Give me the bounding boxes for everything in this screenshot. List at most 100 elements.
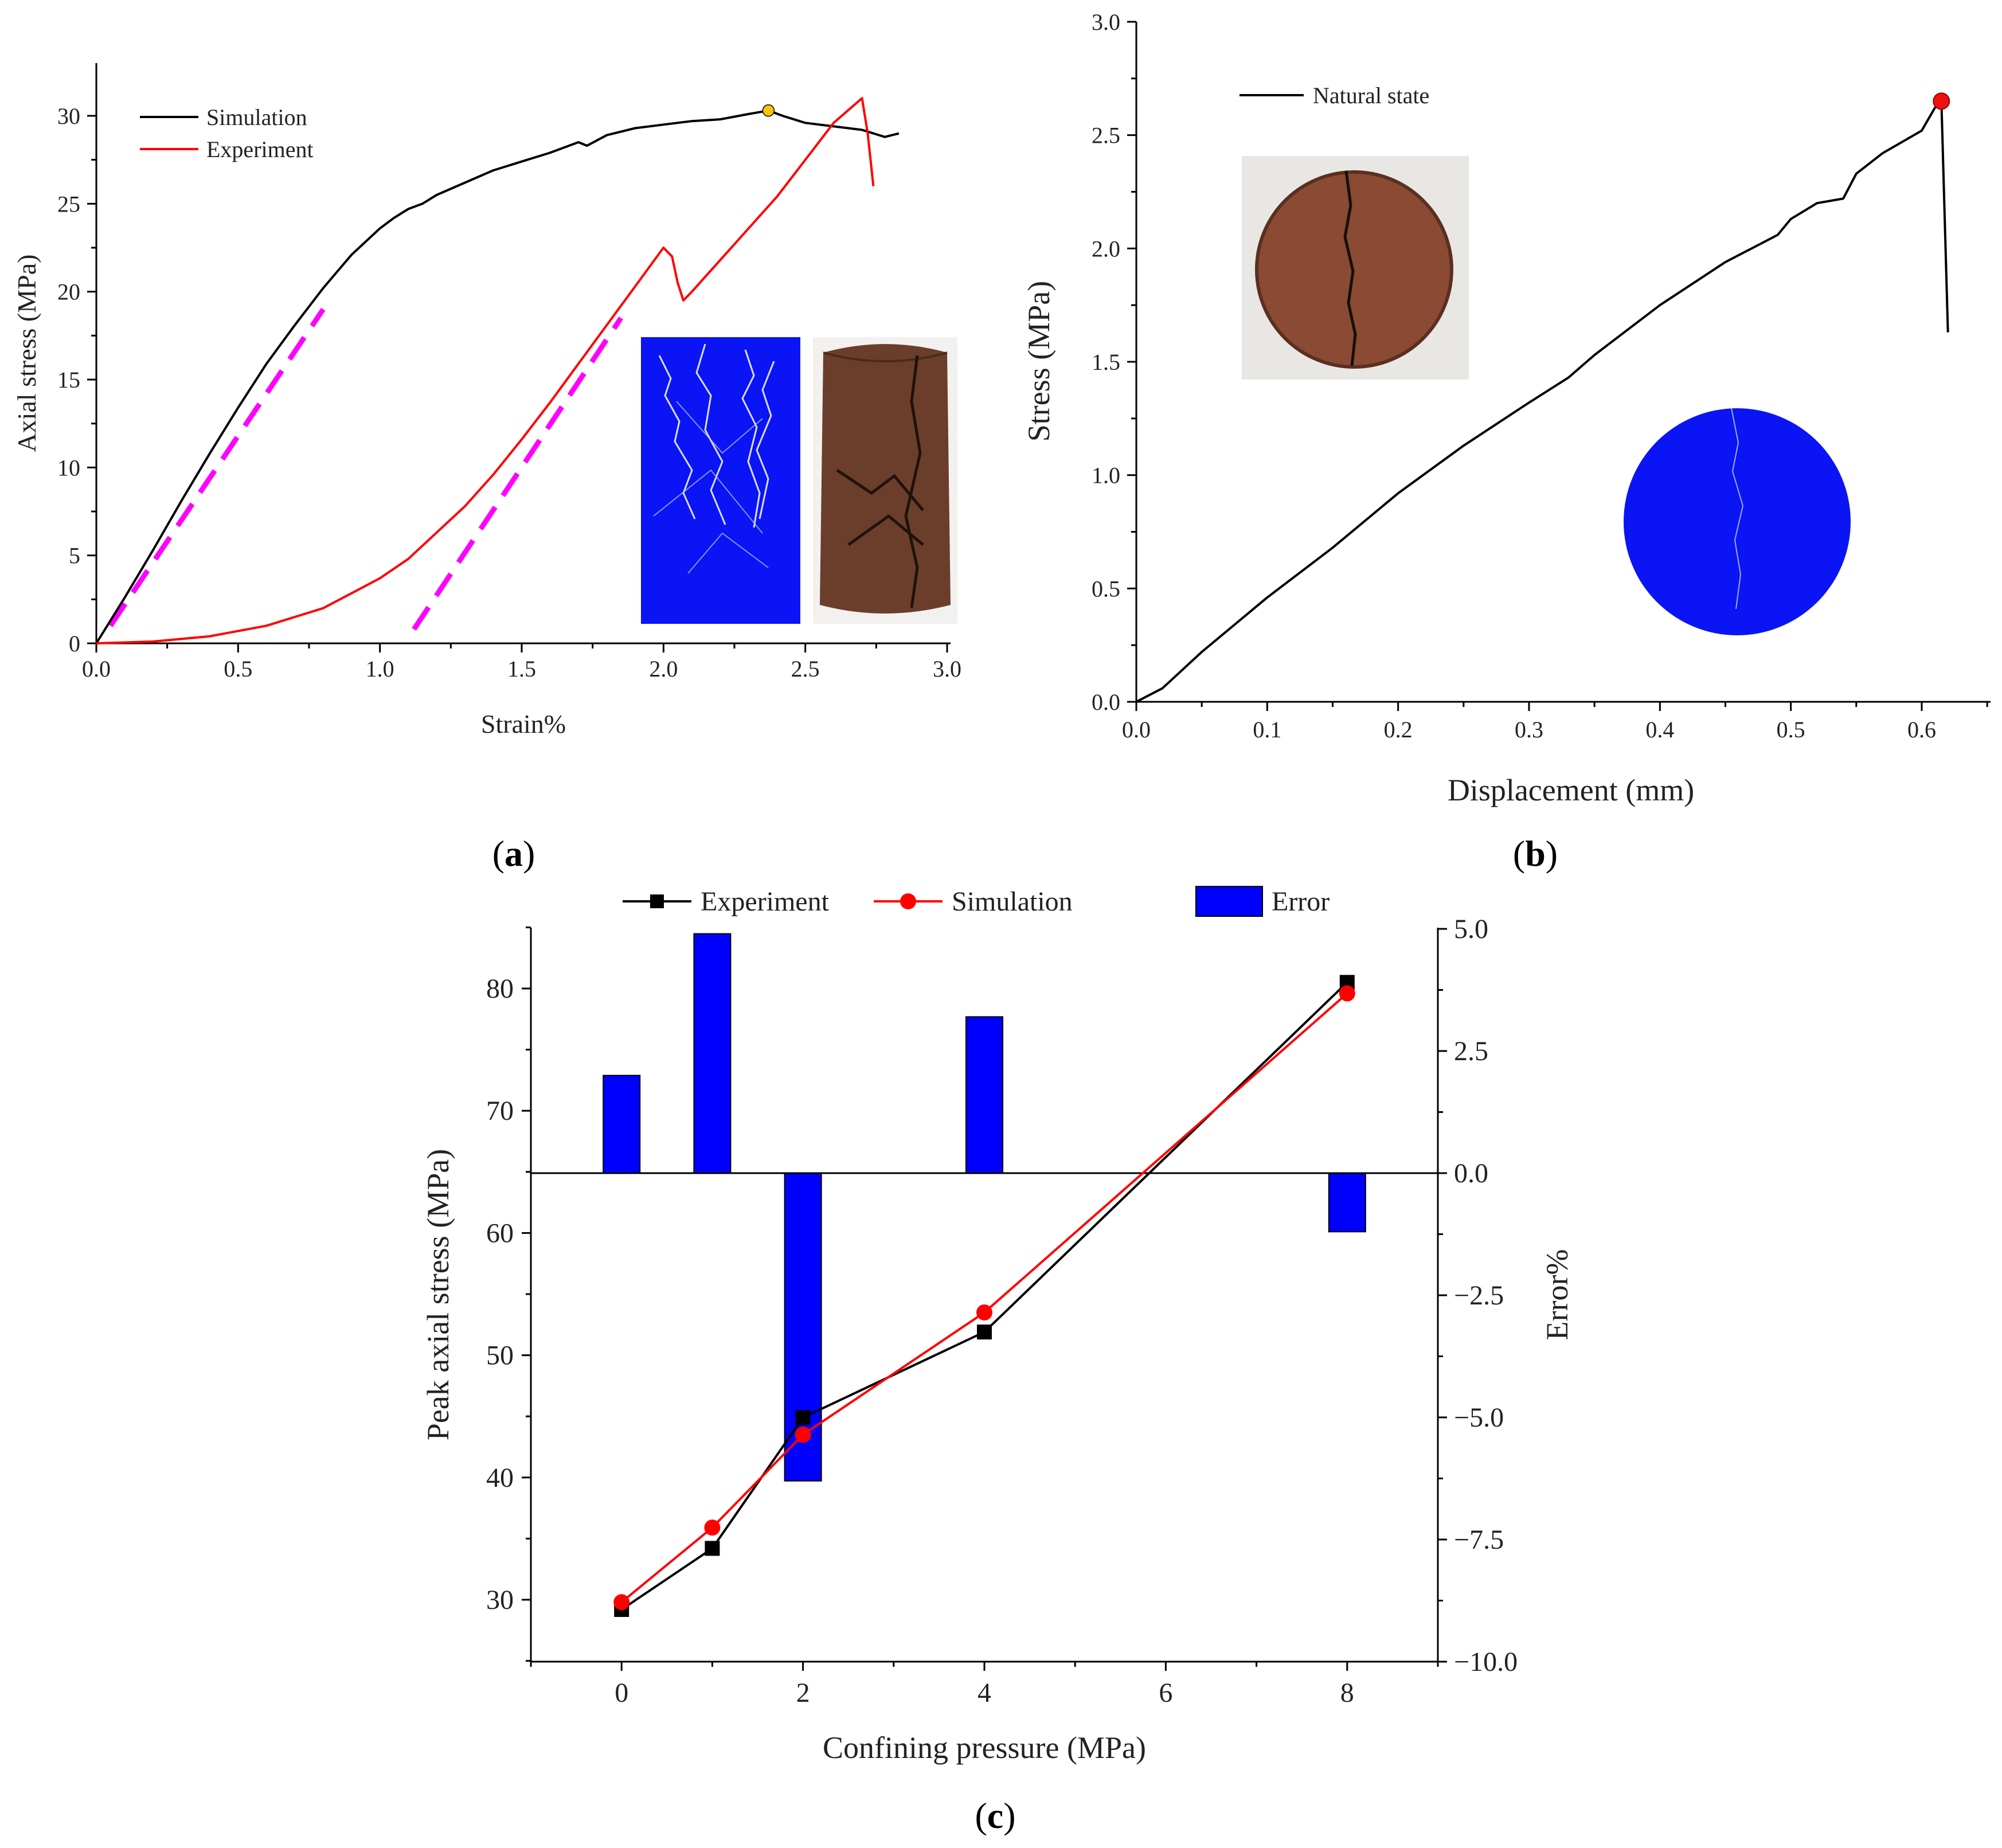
panel-c-y-label: Peak axial stress (MPa) <box>421 1149 455 1440</box>
panel-b-displacement-chart: 0.0 0.1 0.2 0.3 0.4 0.5 0.6 0.0 0.5 1.0 1.5 2.0 2.5… <box>1022 9 1991 874</box>
a-y-tick-label: 25 <box>57 191 80 217</box>
b-series-natural-state <box>1136 100 1949 703</box>
b-y-tick-label: 1.5 <box>1092 349 1120 375</box>
panel-a-series <box>95 97 900 644</box>
c-simulation-marker <box>1339 985 1355 1002</box>
c-y-tick-label: 50 <box>486 1341 514 1371</box>
c-y2-tick-label: 5.0 <box>1454 914 1488 944</box>
a-x-tick-label: 1.5 <box>507 656 536 682</box>
c-error-bar <box>693 933 732 1174</box>
c-experiment-marker <box>977 1325 992 1340</box>
a-y-tick-label: 5 <box>69 543 80 569</box>
legend-swatch-error <box>1195 886 1263 917</box>
a-y-tick-label: 30 <box>57 103 80 129</box>
panel-b-inset-disc-model <box>1624 408 1851 635</box>
c-y2-tick-label: −5.0 <box>1454 1402 1504 1433</box>
legend-label-c-experiment: Experiment <box>701 886 830 917</box>
panel-b-series <box>1136 92 1950 703</box>
b-x-tick-label: 0.0 <box>1122 717 1151 743</box>
c-y-tick-label: 40 <box>486 1463 514 1493</box>
c-simulation-marker <box>795 1427 811 1443</box>
c-y-tick-label: 30 <box>486 1585 514 1615</box>
panel-a-inset-specimen-photo <box>813 337 957 624</box>
b-y-tick-label: 1.0 <box>1092 463 1120 489</box>
c-y-tick-label: 70 <box>486 1096 514 1126</box>
legend-swatch-simulation-marker <box>900 893 916 909</box>
b-y-tick-label: 0.5 <box>1092 576 1120 601</box>
b-peak-marker <box>1933 92 1950 110</box>
legend-label-c-error: Error <box>1272 886 1330 917</box>
panel-b-y-label: Stress (MPa) <box>1022 281 1056 442</box>
a-x-tick-label: 1.0 <box>366 656 394 682</box>
panel-b-inset-disc-photo <box>1242 156 1469 380</box>
panel-c-y2-ticks: 5.0 2.5 0.0 −2.5 −5.0 −7.5 −10.0 <box>1438 914 1518 1677</box>
panel-a-y-label: Axial stress (MPa) <box>12 255 41 452</box>
a-y-tick-label: 10 <box>57 455 80 480</box>
c-error-bar <box>603 1075 641 1174</box>
c-x-tick-label: 0 <box>615 1678 628 1708</box>
panel-a-legend: Simulation Experiment <box>140 104 314 162</box>
a-x-tick-label: 2.5 <box>791 656 820 682</box>
c-error-bar <box>965 1016 1003 1174</box>
panel-b-legend: Natural state <box>1239 83 1429 108</box>
c-y-tick-label: 80 <box>486 974 514 1004</box>
c-y2-tick-label: 2.5 <box>1454 1036 1488 1066</box>
a-x-tick-label: 0.5 <box>224 656 252 682</box>
c-y2-tick-label: −10.0 <box>1454 1647 1518 1677</box>
c-y2-tick-label: 0.0 <box>1454 1158 1488 1189</box>
b-x-tick-label: 0.4 <box>1645 717 1674 743</box>
panel-b-x-ticks: 0.0 0.1 0.2 0.3 0.4 0.5 0.6 <box>1122 702 1988 743</box>
panel-c-x-ticks: 0 2 4 6 8 <box>530 1662 1439 1708</box>
a-series-experiment <box>96 97 875 644</box>
panel-a-x-label: Strain% <box>481 709 566 739</box>
legend-swatch-experiment-marker <box>650 894 664 908</box>
b-y-tick-label: 3.0 <box>1092 9 1120 35</box>
a-series-simulation <box>95 109 900 644</box>
panel-c-label: (c) <box>975 1795 1015 1836</box>
panel-b-x-label: Displacement (mm) <box>1448 773 1694 807</box>
c-simulation-marker <box>976 1304 992 1320</box>
c-simulation-marker <box>704 1519 721 1536</box>
panel-a-x-ticks: 0.0 0.5 1.0 1.5 2.0 2.5 3.0 <box>82 643 961 682</box>
panel-b-y-ticks: 0.0 0.5 1.0 1.5 2.0 2.5 3.0 <box>1092 9 1136 715</box>
panel-a-inset-simulation <box>641 337 800 624</box>
c-experiment-marker <box>795 1410 811 1425</box>
b-x-tick-label: 0.2 <box>1384 717 1413 743</box>
c-experiment-marker <box>705 1541 720 1556</box>
panel-a-label: (a) <box>492 833 535 874</box>
a-y-tick-label: 15 <box>57 367 80 393</box>
a-y-tick-label: 20 <box>57 279 80 305</box>
c-simulation-marker <box>613 1594 630 1611</box>
legend-label-c-simulation: Simulation <box>952 886 1073 917</box>
a-tangent-line <box>108 307 326 627</box>
b-x-tick-label: 0.3 <box>1515 717 1543 743</box>
c-y2-tick-label: −7.5 <box>1454 1525 1504 1555</box>
b-x-tick-label: 0.5 <box>1777 717 1805 743</box>
panel-a-strain-chart: 0.0 0.5 1.0 1.5 2.0 2.5 3.0 0 5 10 15 20 25 30 Strai… <box>12 63 961 874</box>
b-x-tick-label: 0.1 <box>1253 717 1281 743</box>
panel-c-x-label: Confining pressure (MPa) <box>823 1730 1146 1765</box>
a-x-tick-label: 2.0 <box>649 656 678 682</box>
panel-c-y-ticks: 30 40 50 60 70 80 <box>486 926 531 1662</box>
b-x-tick-label: 0.6 <box>1907 717 1936 743</box>
c-x-tick-label: 2 <box>796 1678 810 1708</box>
legend-label-experiment: Experiment <box>206 136 314 162</box>
b-y-tick-label: 2.0 <box>1092 236 1120 261</box>
c-x-tick-label: 4 <box>977 1678 991 1708</box>
panel-c-y2-label: Error% <box>1540 1249 1574 1341</box>
a-x-tick-label: 3.0 <box>933 656 961 682</box>
panel-c-error-bars <box>603 933 1366 1482</box>
c-x-tick-label: 6 <box>1159 1678 1172 1708</box>
b-y-tick-label: 0.0 <box>1092 689 1120 715</box>
panel-a-y-ticks: 0 5 10 15 20 25 30 <box>57 103 96 657</box>
c-error-bar <box>1328 1173 1366 1233</box>
legend-label-natural-state: Natural state <box>1313 83 1429 108</box>
c-y-tick-label: 60 <box>486 1218 514 1248</box>
a-tangent-line <box>412 317 623 631</box>
panel-c-legend: Experiment Simulation Error <box>623 886 1330 917</box>
panel-c-series <box>613 975 1355 1618</box>
panel-b-label: (b) <box>1513 833 1558 874</box>
a-peak-marker <box>762 104 775 117</box>
c-y2-tick-label: −2.5 <box>1454 1280 1504 1311</box>
legend-label-simulation: Simulation <box>206 104 307 130</box>
